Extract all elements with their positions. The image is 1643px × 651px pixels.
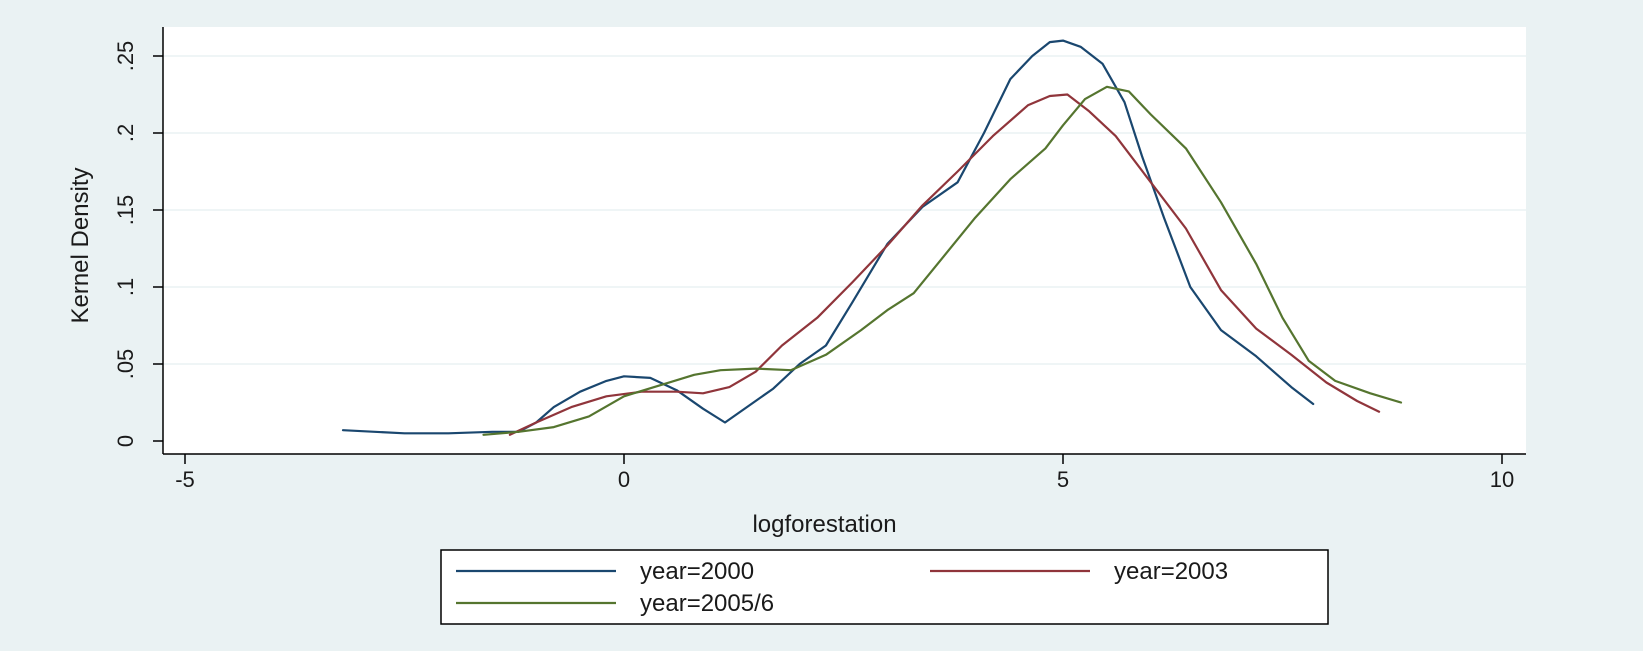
legend-entries: year=2000 year=2003 year=2005/6 [456, 558, 1228, 617]
plot-area [163, 27, 1526, 454]
series-line-3 [482, 85, 1403, 436]
y-tick-label: .25 [113, 41, 138, 72]
x-tick-label: -5 [175, 467, 195, 492]
x-ticks: -5 0 5 10 [175, 454, 1514, 492]
legend-label: year=2005/6 [640, 590, 774, 617]
legend-label: year=2003 [1114, 558, 1228, 585]
y-tick-label: .1 [113, 278, 138, 296]
series-lines [341, 39, 1403, 436]
x-tick-label: 0 [618, 467, 630, 492]
x-tick-label: 10 [1490, 467, 1514, 492]
y-ticks: 0 .05 .1 .15 .2 .25 [113, 41, 163, 447]
legend: year=2000 year=2003 year=2005/6 [440, 549, 1329, 625]
grid-lines [163, 55, 1526, 365]
y-tick-label: .15 [113, 195, 138, 226]
y-axis-title: Kernel Density [67, 167, 94, 323]
legend-box [440, 549, 1329, 625]
x-axis-title: logforestation [752, 511, 896, 538]
y-tick-label: 0 [113, 435, 138, 447]
y-tick-label: .05 [113, 349, 138, 380]
x-tick-label: 5 [1057, 467, 1069, 492]
series-line-2 [508, 93, 1381, 436]
y-tick-label: .2 [113, 124, 138, 142]
legend-label: year=2000 [640, 558, 754, 585]
series-line-1 [341, 39, 1315, 435]
